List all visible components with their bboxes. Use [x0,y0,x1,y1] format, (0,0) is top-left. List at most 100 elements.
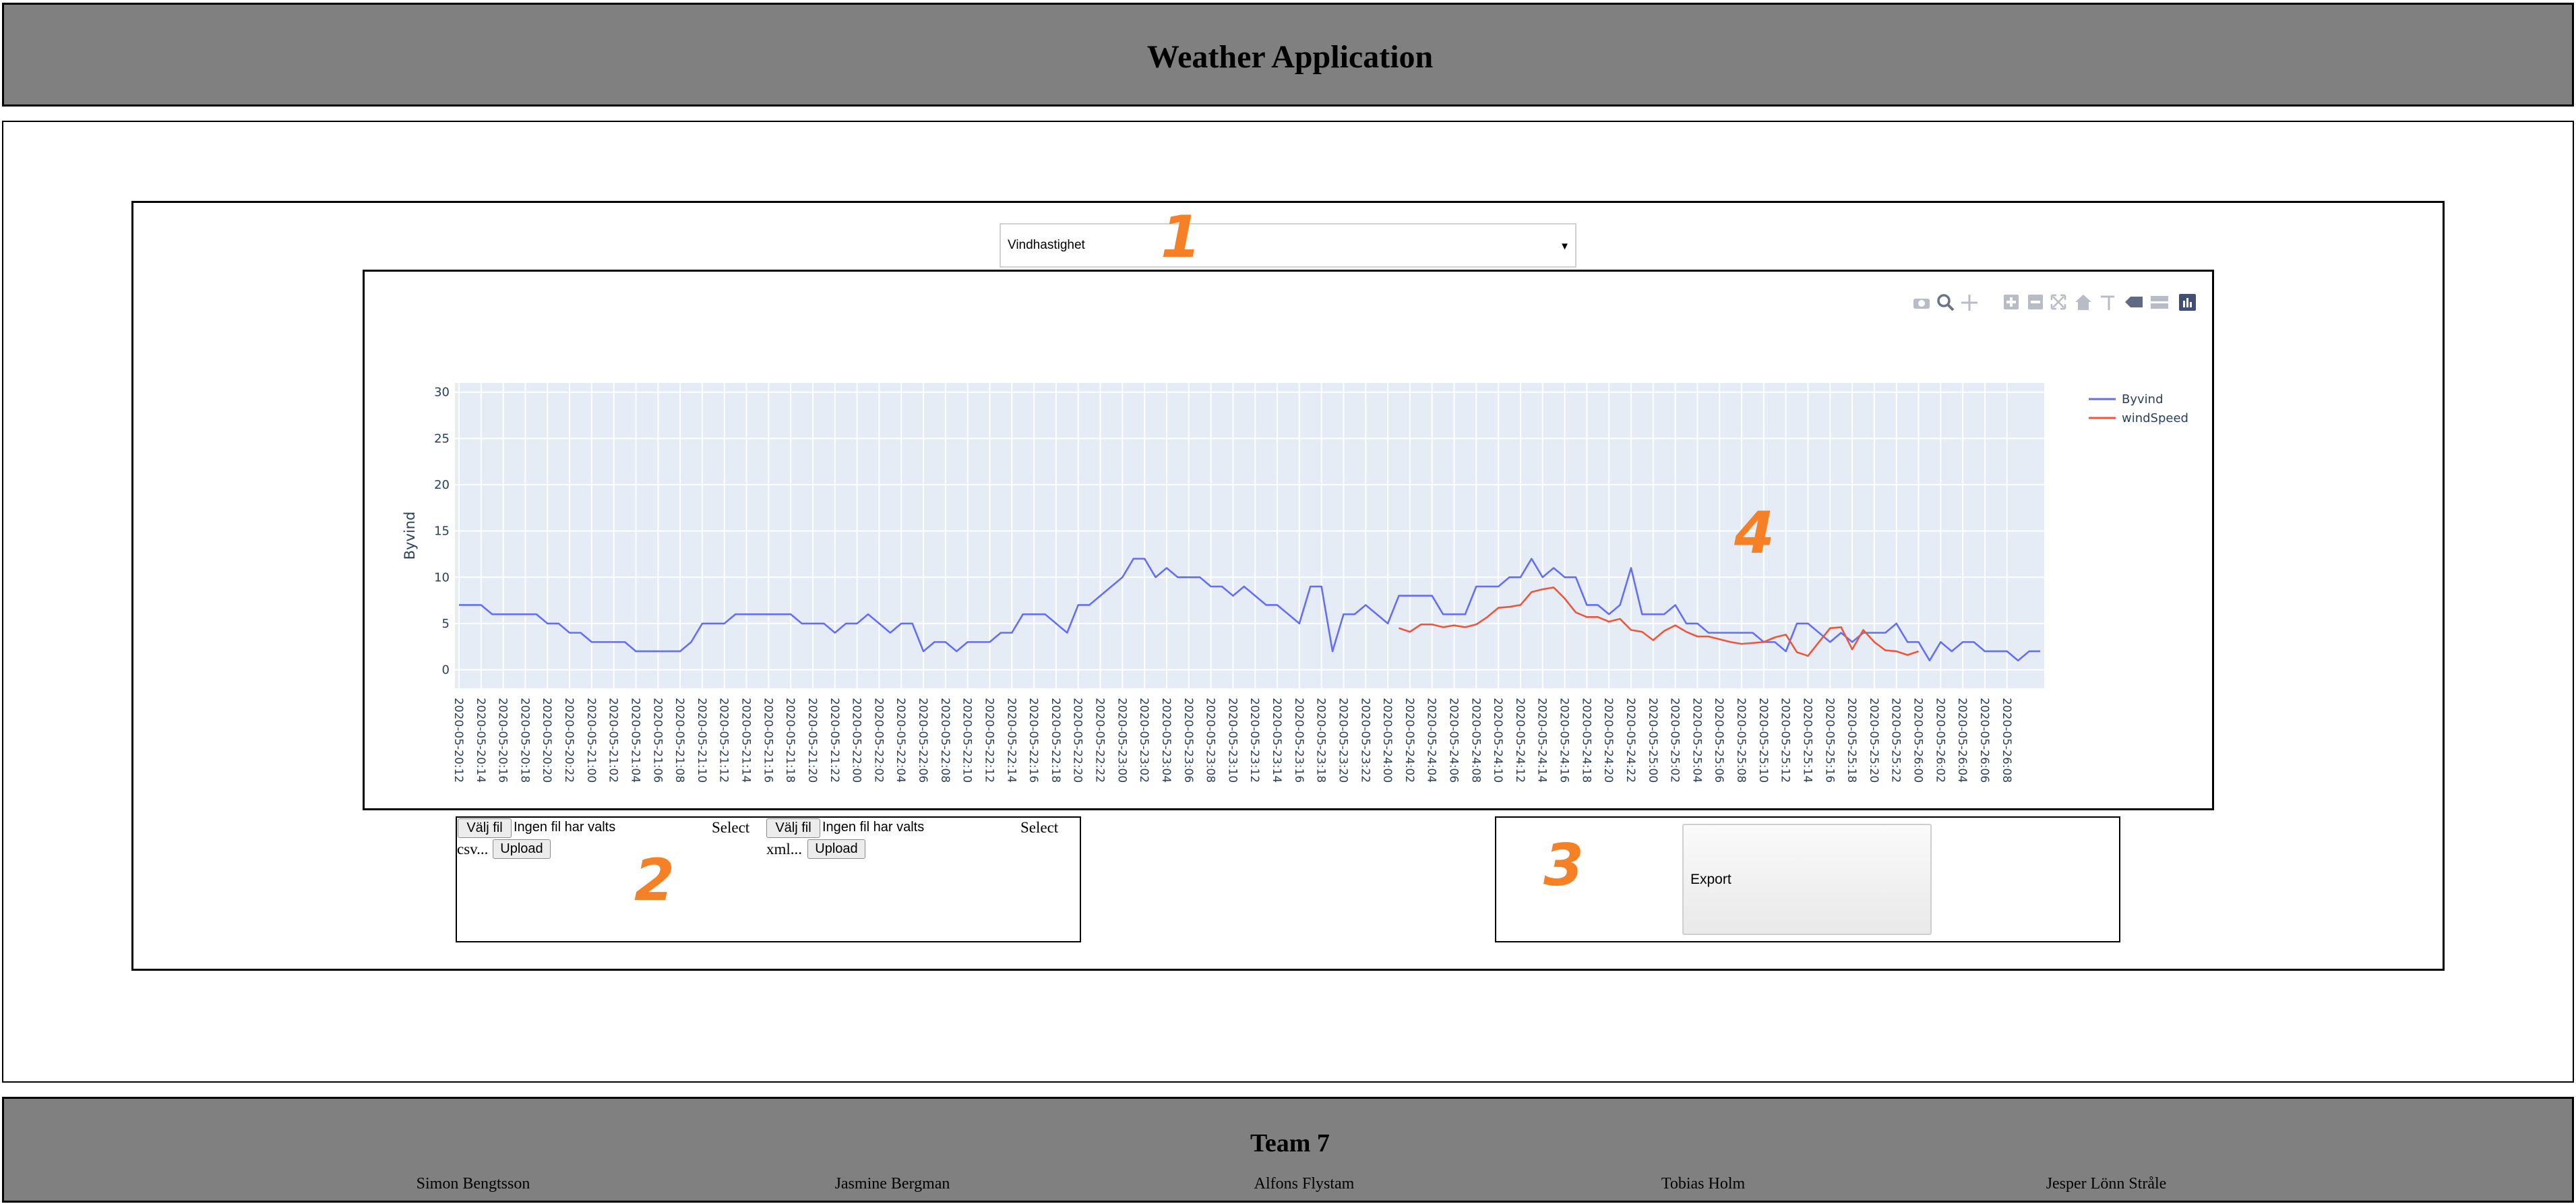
plotly-logo-icon[interactable] [2179,294,2196,311]
camera-icon[interactable] [1913,299,1930,309]
data-point-Byvind [1630,567,1632,568]
team-member: Jasmine Bergman [834,1175,950,1193]
data-point-Byvind [536,613,537,615]
x-tick-label: 2020-05-21:16 [761,698,774,783]
xml-upload-button[interactable]: Upload [807,839,865,859]
data-point-Byvind [1099,595,1101,597]
data-point-Byvind [569,632,570,633]
x-tick-label: 2020-05-24:14 [1535,698,1549,783]
data-point-Byvind [779,613,780,615]
data-point-Byvind [1066,632,1068,633]
x-tick-label: 2020-05-23:02 [1137,698,1151,783]
data-point-Byvind [1088,604,1090,605]
data-point-Byvind [1564,576,1565,578]
data-point-windSpeed [1564,598,1565,599]
data-point-windSpeed [1719,638,1720,640]
x-tick-label: 2020-05-20:14 [474,698,487,783]
x-tick-label: 2020-05-23:00 [1115,698,1128,783]
data-point-Byvind [613,641,614,642]
data-point-Byvind [602,641,603,642]
data-point-windSpeed [1619,618,1620,620]
autoscale-icon[interactable] [2050,294,2066,310]
data-point-Byvind [1796,623,1798,624]
zoom-icon[interactable] [1937,294,1955,311]
data-point-windSpeed [1874,641,1875,642]
pan-icon[interactable] [1961,295,1977,311]
export-button[interactable]: Export [1682,824,1932,935]
x-tick-label: 2020-05-25:04 [1690,698,1703,783]
csv-choose-file-button[interactable]: Välj fil [458,818,512,838]
xml-choose-file-button[interactable]: Välj fil [766,818,820,838]
csv-upload-button[interactable]: Upload [493,839,551,859]
data-point-windSpeed [1796,651,1798,653]
data-point-Byvind [1575,576,1576,578]
data-point-Byvind [1508,576,1510,578]
data-point-Byvind [1244,586,1245,587]
data-point-Byvind [945,641,946,642]
data-point-Byvind [1818,632,1820,633]
data-point-Byvind [2006,651,2008,652]
marker-3: 3 [1543,832,1584,899]
data-point-Byvind [1465,613,1466,615]
x-tick-label: 2020-05-23:12 [1248,698,1261,783]
x-tick-label: 2020-05-22:02 [871,698,885,783]
data-point-Byvind [591,641,592,642]
data-point-Byvind [757,613,758,615]
data-point-windSpeed [1520,604,1521,605]
spike-lines-icon[interactable] [2101,295,2114,310]
reset-axes-icon[interactable] [2075,295,2091,310]
data-point-windSpeed [1918,651,1919,652]
csv-select-label: Select [712,819,750,836]
data-point-Byvind [481,604,482,605]
zoom-out-icon[interactable] [2028,295,2043,309]
x-tick-label: 2020-05-22:12 [982,698,995,783]
data-point-Byvind [1741,632,1742,633]
x-tick-label: 2020-05-21:20 [805,698,819,783]
data-point-windSpeed [1729,641,1731,642]
data-point-Byvind [1984,651,1986,652]
data-point-Byvind [856,623,857,624]
x-tick-label: 2020-05-20:22 [562,698,576,783]
legend-label: windSpeed [2122,411,2188,425]
x-tick-label: 2020-05-21:00 [584,698,598,783]
zoom-in-icon[interactable] [2004,295,2019,309]
data-point-Byvind [1376,613,1377,615]
data-point-Byvind [978,641,979,642]
data-point-windSpeed [1785,634,1786,635]
x-tick-label: 2020-05-22:14 [1004,698,1018,783]
data-point-Byvind [812,623,814,624]
x-tick-label: 2020-05-24:16 [1558,698,1571,783]
x-tick-label: 2020-05-23:22 [1358,698,1372,783]
x-tick-label: 2020-05-25:08 [1734,698,1748,783]
data-point-windSpeed [1741,643,1742,644]
data-point-Byvind [1122,576,1123,578]
data-point-Byvind [1498,586,1499,587]
data-point-Byvind [1199,576,1200,578]
data-point-Byvind [1531,558,1532,560]
x-tick-label: 2020-05-22:08 [938,698,952,783]
parameter-dropdown[interactable]: Vindhastighet ▼ [1000,223,1576,268]
data-point-Byvind [1277,604,1278,605]
x-tick-label: 2020-05-21:10 [695,698,708,783]
data-point-Byvind [1221,586,1223,587]
data-point-Byvind [745,613,747,615]
xml-type-label: xml... [766,841,803,857]
team-member: Simon Bengtsson [416,1175,530,1193]
x-tick-label: 2020-05-24:08 [1469,698,1482,783]
data-point-Byvind [1144,558,1145,560]
data-point-Byvind [1453,613,1454,615]
hover-closest-icon[interactable] [2125,297,2143,307]
data-point-Byvind [1907,641,1908,642]
data-point-Byvind [491,613,493,615]
data-point-windSpeed [1641,631,1643,632]
data-point-Byvind [1829,641,1831,642]
x-tick-label: 2020-05-24:02 [1403,698,1416,783]
data-point-Byvind [1608,613,1609,615]
x-tick-label: 2020-05-26:08 [2000,698,2013,783]
data-point-Byvind [1398,595,1399,597]
xml-select-label: Select [1020,819,1059,836]
main-frame [2,121,2574,1083]
csv-file-status: Ingen fil har valts [514,820,616,835]
data-point-Byvind [524,613,526,615]
hover-compare-icon[interactable] [2151,296,2168,309]
